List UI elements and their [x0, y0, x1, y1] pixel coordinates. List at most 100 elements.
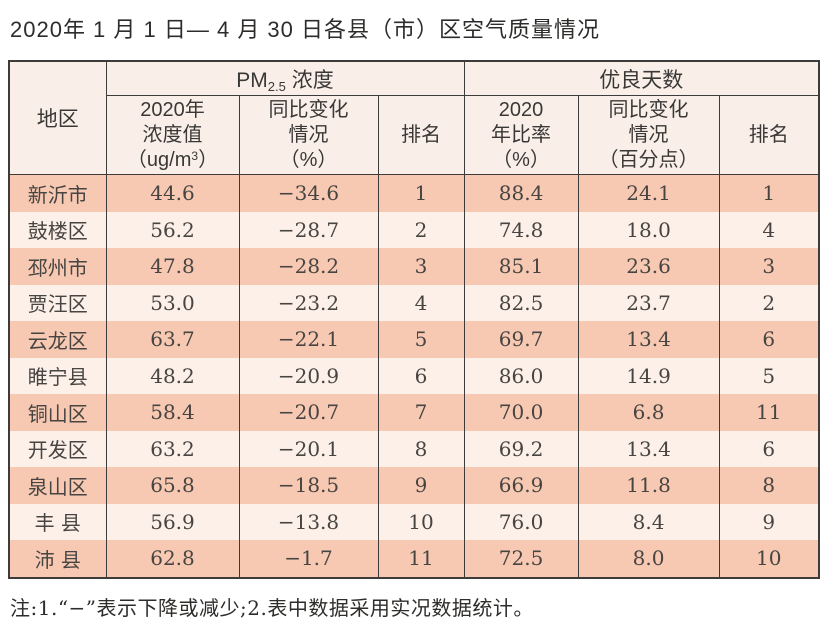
pm-change-line3: （%） — [279, 148, 338, 171]
pm-value-cell: 48.2 — [105, 357, 240, 394]
pm-rank-cell: 6 — [377, 357, 465, 394]
good-rank-cell: 8 — [718, 467, 820, 504]
pm-rank-cell: 2 — [377, 211, 465, 248]
good-rank-cell: 4 — [718, 211, 820, 248]
good-ratio-cell: 70.0 — [463, 394, 579, 431]
good-change-cell: 13.4 — [577, 430, 720, 467]
pm-change-cell: −34.6 — [238, 174, 379, 212]
pm-value-unit-sup: 3 — [191, 148, 199, 163]
region-cell: 睢宁县 — [8, 357, 107, 394]
good-rank-cell: 6 — [718, 430, 820, 467]
good-rank-cell: 10 — [718, 540, 820, 578]
table-row: 云龙区 63.7 −22.1 5 69.7 13.4 6 — [8, 321, 820, 358]
air-quality-table: 地区 PM2.5 浓度 优良天数 2020年 浓度值 （ug/m3） 同比变化 … — [8, 60, 821, 579]
table-row: 睢宁县 48.2 −20.9 6 86.0 14.9 5 — [8, 357, 820, 394]
sub-header-row: 2020年 浓度值 （ug/m3） 同比变化 情况 （%） 排名 2020 年比… — [9, 95, 820, 175]
good-ratio-cell: 74.8 — [463, 211, 579, 248]
pm-rank-cell: 1 — [377, 174, 465, 212]
pm-rank-cell: 11 — [377, 540, 465, 578]
group-header-row: 地区 PM2.5 浓度 优良天数 — [8, 61, 820, 175]
good-ratio-line2: 年比率 — [491, 123, 552, 146]
pm-value-cell: 56.9 — [105, 503, 240, 540]
pm-value-cell: 56.2 — [105, 211, 240, 248]
good-rank-cell: 2 — [718, 284, 820, 321]
good-change-cell: 8.4 — [577, 503, 720, 540]
pm-value-unit-post: ） — [198, 148, 219, 171]
column-header-region: 地区 — [8, 61, 107, 175]
good-ratio-line3: （%） — [492, 148, 550, 171]
pm-rank-cell: 7 — [377, 394, 465, 431]
good-ratio-cell: 76.0 — [463, 503, 579, 540]
table-row: 邳州市 47.8 −28.2 3 85.1 23.6 3 — [8, 248, 820, 285]
pm-change-cell: −1.7 — [238, 540, 379, 578]
pm-rank-cell: 8 — [377, 430, 465, 467]
column-header-good-change: 同比变化 情况 （百分点） — [577, 95, 720, 175]
good-rank-cell: 9 — [718, 503, 820, 540]
pm-value-line1: 2020年 — [140, 98, 205, 121]
pm-rank-cell: 3 — [377, 248, 465, 285]
good-rank-cell: 3 — [718, 248, 820, 285]
table-header: 地区 PM2.5 浓度 优良天数 2020年 浓度值 （ug/m3） 同比变化 … — [8, 61, 820, 175]
pm-change-cell: −13.8 — [238, 503, 379, 540]
column-header-good-rank: 排名 — [718, 95, 820, 175]
pm-value-cell: 47.8 — [105, 248, 240, 285]
region-cell: 泉山区 — [8, 467, 107, 504]
column-group-pm25: PM2.5 浓度 — [105, 61, 465, 96]
region-cell: 邳州市 — [8, 248, 107, 285]
column-group-good-days: 优良天数 — [463, 61, 820, 96]
pm-value-cell: 65.8 — [105, 467, 240, 504]
good-change-cell: 18.0 — [577, 211, 720, 248]
good-ratio-cell: 69.7 — [463, 321, 579, 358]
table-row: 新沂市 44.6 −34.6 1 88.4 24.1 1 — [8, 174, 820, 212]
pm-change-cell: −20.7 — [238, 394, 379, 431]
column-header-pm-change: 同比变化 情况 （%） — [238, 95, 379, 175]
good-change-cell: 11.8 — [577, 467, 720, 504]
good-ratio-cell: 85.1 — [463, 248, 579, 285]
pm-change-cell: −20.9 — [238, 357, 379, 394]
pm-rank-cell: 10 — [377, 503, 465, 540]
good-ratio-cell: 88.4 — [463, 174, 579, 212]
pm-value-unit-pre: （ug/m — [126, 148, 192, 171]
region-cell: 云龙区 — [8, 321, 107, 358]
pm-change-line2: 情况 — [288, 123, 329, 146]
table-body: 新沂市 44.6 −34.6 1 88.4 24.1 1 鼓楼区 56.2 −2… — [8, 174, 820, 578]
good-change-line1: 同比变化 — [608, 98, 689, 121]
pm-change-cell: −22.1 — [238, 321, 379, 358]
region-cell: 鼓楼区 — [8, 211, 107, 248]
good-change-cell: 14.9 — [577, 357, 720, 394]
pm-value-cell: 53.0 — [105, 284, 240, 321]
pm-change-cell: −20.1 — [238, 430, 379, 467]
good-ratio-cell: 69.2 — [463, 430, 579, 467]
good-rank-cell: 6 — [718, 321, 820, 358]
table-row: 丰 县 56.9 −13.8 10 76.0 8.4 9 — [8, 503, 820, 540]
table-row: 沛 县 62.8 −1.7 11 72.5 8.0 10 — [8, 540, 820, 578]
pm-value-cell: 63.2 — [105, 430, 240, 467]
region-cell: 贾汪区 — [8, 284, 107, 321]
region-cell: 沛 县 — [8, 540, 107, 578]
pm-change-cell: −18.5 — [238, 467, 379, 504]
pm25-label-suffix: 浓度 — [285, 68, 334, 92]
table-row: 开发区 63.2 −20.1 8 69.2 13.4 6 — [8, 430, 820, 467]
pm-rank-cell: 4 — [377, 284, 465, 321]
region-cell: 开发区 — [8, 430, 107, 467]
good-change-cell: 24.1 — [577, 174, 720, 212]
column-header-good-ratio: 2020 年比率 （%） — [463, 95, 579, 175]
good-rank-cell: 11 — [718, 394, 820, 431]
good-change-cell: 6.8 — [577, 394, 720, 431]
good-change-cell: 23.7 — [577, 284, 720, 321]
good-change-cell: 8.0 — [577, 540, 720, 578]
good-ratio-cell: 66.9 — [463, 467, 579, 504]
pm-change-cell: −23.2 — [238, 284, 379, 321]
pm-change-line1: 同比变化 — [268, 98, 349, 121]
good-ratio-cell: 86.0 — [463, 357, 579, 394]
good-ratio-line1: 2020 — [498, 98, 544, 121]
good-change-line2: 情况 — [628, 123, 669, 146]
region-cell: 铜山区 — [8, 394, 107, 431]
pm25-label-subscript: 2.5 — [267, 78, 286, 94]
pm-value-cell: 44.6 — [105, 174, 240, 212]
pm-rank-cell: 5 — [377, 321, 465, 358]
table-row: 铜山区 58.4 −20.7 7 70.0 6.8 11 — [8, 394, 820, 431]
footnote: 注:1.“−”表示下降或减少;2.表中数据采用实况数据统计。 — [10, 595, 534, 620]
good-rank-cell: 1 — [718, 174, 820, 212]
